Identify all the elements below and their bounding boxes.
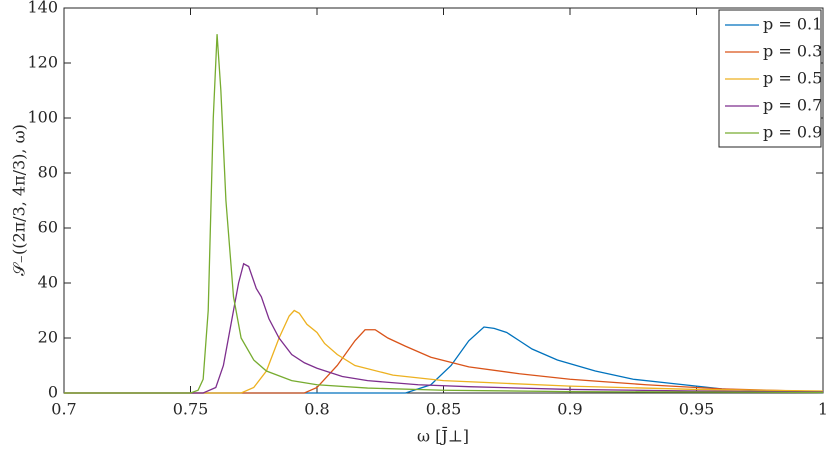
x-axis-label: ω [J̄⊥]: [417, 425, 469, 446]
x-tick-label: 0.8: [304, 400, 329, 419]
y-tick-label: 100: [27, 108, 58, 127]
y-tick-label: 20: [38, 328, 58, 347]
y-tick-label: 60: [38, 218, 58, 237]
legend-label: p = 0.3: [763, 42, 822, 61]
x-tick-label: 0.95: [679, 400, 715, 419]
y-tick-label: 40: [38, 273, 58, 292]
data-line: [64, 329, 824, 394]
x-tick-label: 1: [818, 400, 828, 419]
y-tick-label: 120: [27, 53, 58, 72]
x-tick-label: 0.9: [557, 400, 582, 419]
legend-label: p = 0.5: [763, 69, 822, 88]
plot-box: [63, 7, 824, 394]
y-tick-label: 140: [27, 0, 58, 17]
legend-label: p = 0.1: [763, 15, 822, 34]
x-tick-label: 0.85: [426, 400, 462, 419]
data-line: [64, 262, 824, 394]
legend-label: p = 0.7: [763, 96, 822, 115]
x-tick-label: 0.75: [173, 400, 209, 419]
data-line: [64, 309, 824, 394]
legend-label: p = 0.9: [763, 123, 822, 142]
y-tick-label: 0: [48, 383, 58, 402]
x-tick-label: 0.7: [51, 400, 76, 419]
data-line: [64, 326, 824, 394]
y-axis-label: 𝒮₋((2π/3, 4π/3), ω): [10, 124, 29, 276]
y-tick-label: 80: [38, 163, 58, 182]
data-line: [64, 34, 824, 394]
